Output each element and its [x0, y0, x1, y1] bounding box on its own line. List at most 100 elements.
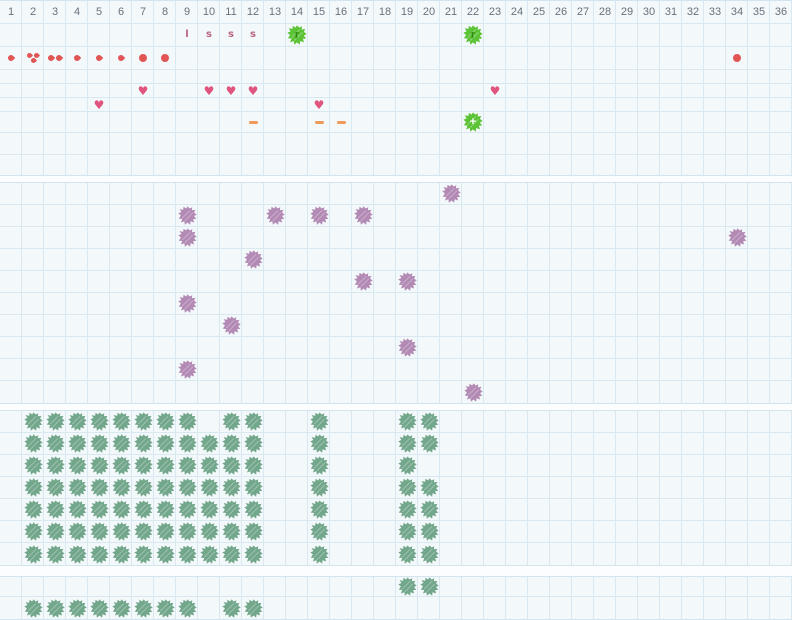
sage-scribble-mark[interactable] [110, 597, 132, 619]
sage-scribble-mark[interactable] [176, 521, 198, 542]
sage-scribble-mark[interactable] [418, 477, 440, 498]
sage-scribble-mark[interactable] [88, 477, 110, 498]
droplet-mark[interactable] [66, 47, 88, 69]
sage-scribble-mark[interactable] [242, 499, 264, 520]
sage-scribble-mark[interactable] [154, 477, 176, 498]
droplet-double-mark[interactable] [44, 47, 66, 69]
droplet-mark[interactable] [110, 47, 132, 69]
sage-scribble-mark[interactable] [220, 477, 242, 498]
sage-scribble-mark[interactable] [154, 521, 176, 542]
sage-scribble-mark[interactable] [88, 411, 110, 432]
sage-scribble-mark[interactable] [88, 455, 110, 476]
sage-scribble-mark[interactable] [132, 543, 154, 565]
sage-scribble-mark[interactable] [198, 521, 220, 542]
sage-scribble-mark[interactable] [22, 455, 44, 476]
droplet-triple-mark[interactable] [22, 47, 44, 69]
sage-scribble-mark[interactable] [198, 543, 220, 565]
sage-scribble-mark[interactable] [198, 455, 220, 476]
sage-scribble-mark[interactable] [132, 597, 154, 619]
sage-scribble-mark[interactable] [154, 411, 176, 432]
purple-scribble-mark[interactable] [352, 205, 374, 226]
sage-scribble-mark[interactable] [44, 411, 66, 432]
letter-mark[interactable]: l [176, 24, 198, 46]
dash-mark[interactable] [242, 112, 264, 132]
heart-mark[interactable]: ♥ [484, 84, 506, 97]
heart-mark[interactable]: ♥ [308, 98, 330, 111]
sage-scribble-mark[interactable] [88, 499, 110, 520]
heart-mark[interactable]: ♥ [132, 84, 154, 97]
sage-scribble-mark[interactable] [66, 433, 88, 454]
sage-scribble-mark[interactable] [220, 521, 242, 542]
sage-scribble-mark[interactable] [66, 455, 88, 476]
sage-scribble-mark[interactable] [220, 597, 242, 619]
sage-scribble-mark[interactable] [242, 543, 264, 565]
purple-scribble-mark[interactable] [264, 205, 286, 226]
heart-mark[interactable]: ♥ [198, 84, 220, 97]
sage-scribble-mark[interactable] [132, 477, 154, 498]
sage-scribble-mark[interactable] [22, 543, 44, 565]
sage-scribble-mark[interactable] [198, 433, 220, 454]
sage-scribble-mark[interactable] [198, 477, 220, 498]
sage-scribble-mark[interactable] [308, 455, 330, 476]
sage-scribble-mark[interactable] [176, 597, 198, 619]
sage-scribble-mark[interactable] [22, 521, 44, 542]
sage-scribble-mark[interactable] [418, 577, 440, 596]
purple-scribble-mark[interactable] [462, 381, 484, 403]
purple-scribble-mark[interactable] [220, 315, 242, 336]
sage-scribble-mark[interactable] [176, 477, 198, 498]
sage-scribble-mark[interactable] [154, 499, 176, 520]
sage-scribble-mark[interactable] [66, 597, 88, 619]
sage-scribble-mark[interactable] [22, 477, 44, 498]
purple-scribble-mark[interactable] [176, 359, 198, 380]
sage-scribble-mark[interactable] [198, 499, 220, 520]
purple-scribble-mark[interactable] [352, 271, 374, 292]
sage-scribble-mark[interactable] [110, 521, 132, 542]
sage-scribble-mark[interactable] [22, 411, 44, 432]
sage-scribble-mark[interactable] [44, 543, 66, 565]
sage-scribble-mark[interactable] [176, 499, 198, 520]
sage-scribble-mark[interactable] [22, 597, 44, 619]
sage-scribble-mark[interactable] [110, 455, 132, 476]
sage-scribble-mark[interactable] [308, 411, 330, 432]
purple-scribble-mark[interactable] [396, 337, 418, 358]
sage-scribble-mark[interactable] [176, 455, 198, 476]
heart-mark[interactable]: ♥ [220, 84, 242, 97]
sage-scribble-mark[interactable] [132, 499, 154, 520]
sage-scribble-mark[interactable] [396, 543, 418, 565]
heavy-flow-dot-mark[interactable] [726, 47, 748, 69]
sage-scribble-mark[interactable] [242, 433, 264, 454]
heavy-flow-dot-mark[interactable] [132, 47, 154, 69]
sage-scribble-mark[interactable] [242, 477, 264, 498]
sage-scribble-mark[interactable] [88, 521, 110, 542]
purple-scribble-mark[interactable] [176, 205, 198, 226]
sage-scribble-mark[interactable] [110, 411, 132, 432]
sage-scribble-mark[interactable] [110, 477, 132, 498]
purple-scribble-mark[interactable] [440, 183, 462, 204]
sage-scribble-mark[interactable] [132, 433, 154, 454]
sage-scribble-mark[interactable] [220, 543, 242, 565]
sage-scribble-mark[interactable] [66, 521, 88, 542]
sage-scribble-mark[interactable] [396, 411, 418, 432]
sage-scribble-mark[interactable] [308, 433, 330, 454]
sage-scribble-mark[interactable] [308, 521, 330, 542]
dash-mark[interactable] [308, 112, 330, 132]
sage-scribble-mark[interactable] [220, 499, 242, 520]
sage-scribble-mark[interactable] [110, 499, 132, 520]
sage-scribble-mark[interactable] [154, 433, 176, 454]
sage-scribble-mark[interactable] [176, 543, 198, 565]
heart-mark[interactable]: ♥ [242, 84, 264, 97]
sage-scribble-mark[interactable] [396, 455, 418, 476]
sage-scribble-mark[interactable] [308, 543, 330, 565]
sage-scribble-mark[interactable] [242, 411, 264, 432]
green-scribble-mark[interactable]: r [462, 24, 484, 46]
sage-scribble-mark[interactable] [154, 597, 176, 619]
sage-scribble-mark[interactable] [110, 543, 132, 565]
sage-scribble-mark[interactable] [22, 499, 44, 520]
sage-scribble-mark[interactable] [418, 543, 440, 565]
droplet-mark[interactable] [0, 47, 22, 69]
sage-scribble-mark[interactable] [44, 433, 66, 454]
sage-scribble-mark[interactable] [242, 521, 264, 542]
sage-scribble-mark[interactable] [396, 499, 418, 520]
sage-scribble-mark[interactable] [154, 543, 176, 565]
sage-scribble-mark[interactable] [396, 577, 418, 596]
